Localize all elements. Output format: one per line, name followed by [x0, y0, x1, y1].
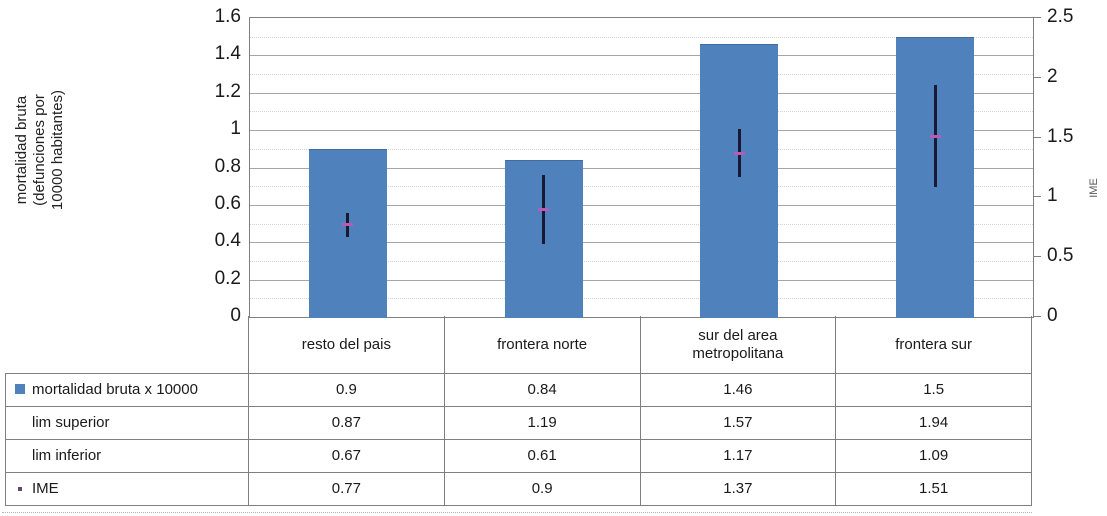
minor-gridline — [250, 298, 1033, 300]
right-axis-tick-label: 1.5 — [1047, 125, 1074, 147]
series-label: lim superior — [32, 414, 110, 432]
major-gridline — [250, 92, 1033, 94]
left-axis-title: mortalidad bruta (defunciones por 10000 … — [13, 25, 69, 275]
table-corner-blank-cell — [5, 316, 249, 374]
ime-marker — [538, 207, 550, 211]
minor-gridline — [250, 186, 1033, 188]
left-axis-tick-label: 0 — [230, 305, 241, 326]
left-axis-tick-label: 0.4 — [214, 230, 241, 252]
series-label-cell: mortalidad bruta x 10000 — [5, 374, 249, 407]
series-label-cell: IME — [5, 473, 249, 506]
left-axis-title-line: 10000 habitantes) — [49, 89, 66, 211]
table-value-cell: 0.61 — [444, 440, 641, 473]
table-value-cell: 0.77 — [249, 473, 445, 506]
minor-gridline — [250, 260, 1033, 262]
category-header-cell: sur del area metropolitana — [640, 316, 837, 374]
table-value-cell: 1.46 — [640, 374, 837, 407]
series-label: mortalidad bruta x 10000 — [32, 381, 198, 399]
ime-marker — [342, 223, 354, 227]
table-value-cell: 1.09 — [836, 440, 1032, 473]
left-axis-tick-label: 1.6 — [214, 6, 241, 27]
right-axis-tick-label: 2.5 — [1047, 6, 1074, 27]
right-axis-tick-mark — [1033, 256, 1041, 258]
table-value-cell: 1.17 — [640, 440, 837, 473]
category-header-label: resto del pais — [301, 335, 391, 353]
series-label: IME — [32, 480, 59, 498]
table-value-cell: 0.84 — [444, 374, 641, 407]
ime-series-legend-key — [14, 480, 26, 497]
left-axis-title-line: (defunciones por — [31, 94, 48, 206]
table-value-cell: 1.51 — [836, 473, 1032, 506]
right-axis-tick-label: 0.5 — [1047, 245, 1074, 267]
category-header-cell: frontera norte — [444, 316, 641, 374]
right-axis-tick-mark — [1033, 76, 1041, 78]
data-table: resto del pais frontera norte sur del area… — [5, 316, 1032, 506]
major-gridline — [250, 204, 1033, 206]
ime-marker — [733, 151, 745, 155]
table-value-cell: 0.9 — [444, 473, 641, 506]
right-axis-tick-label: 0 — [1047, 305, 1058, 326]
right-axis-tick-mark — [1033, 196, 1041, 198]
left-axis-tick-label: 0.6 — [214, 192, 241, 214]
left-axis-tick-label: 1.4 — [214, 43, 241, 65]
series-label-cell: lim inferior — [5, 440, 249, 473]
bar-mortalidad-bruta-x-10000 — [700, 44, 779, 318]
bottom-dotted-divider — [2, 512, 1032, 513]
left-axis-tick-label: 1.2 — [214, 80, 241, 102]
table-value-cell: 0.87 — [249, 407, 445, 440]
left-axis-tick-label: 0.8 — [214, 155, 241, 177]
table-value-cell: 1.19 — [444, 407, 641, 440]
category-header-label: sur del area metropolitana — [692, 327, 784, 362]
series-label: lim inferior — [32, 447, 102, 465]
table-value-cell: 1.57 — [640, 407, 837, 440]
right-axis-tick-label: 2 — [1047, 65, 1058, 87]
major-gridline — [250, 242, 1033, 244]
category-header-label: frontera norte — [497, 335, 588, 353]
right-axis-tick-mark — [1033, 316, 1041, 317]
purple-dot-icon — [18, 487, 22, 492]
table-value-cell: 0.9 — [249, 374, 445, 407]
left-axis-tick-label: 1 — [230, 118, 241, 140]
ime-marker — [929, 134, 941, 138]
right-axis-tick-label: 1 — [1047, 185, 1058, 207]
category-header-cell: frontera sur — [836, 316, 1032, 374]
left-axis-tick-label: 0.2 — [214, 267, 241, 289]
category-header-label: frontera sur — [895, 335, 972, 353]
category-header-cell: resto del pais — [249, 316, 445, 374]
blue-square-icon — [15, 384, 25, 395]
major-gridline — [250, 279, 1033, 281]
major-gridline — [250, 130, 1033, 132]
table-value-cell: 0.67 — [249, 440, 445, 473]
right-axis-tick-mark — [1033, 136, 1041, 138]
major-gridline — [250, 55, 1033, 57]
minor-gridline — [250, 223, 1033, 225]
left-axis-title-box: mortalidad bruta (defunciones por 10000 … — [12, 25, 70, 275]
series-label-cell: lim superior — [5, 407, 249, 440]
plot-area — [249, 17, 1034, 318]
minor-gridline — [250, 148, 1033, 150]
right-axis-tick-mark — [1033, 17, 1041, 18]
table-value-cell: 1.5 — [836, 374, 1032, 407]
minor-gridline — [250, 36, 1033, 38]
minor-gridline — [250, 74, 1033, 76]
table-value-cell: 1.37 — [640, 473, 837, 506]
table-value-cell: 1.94 — [836, 407, 1032, 440]
major-gridline — [250, 167, 1033, 169]
bar-series-legend-key — [14, 381, 26, 398]
left-axis-title-line: mortalidad bruta — [13, 95, 30, 205]
minor-gridline — [250, 111, 1033, 113]
